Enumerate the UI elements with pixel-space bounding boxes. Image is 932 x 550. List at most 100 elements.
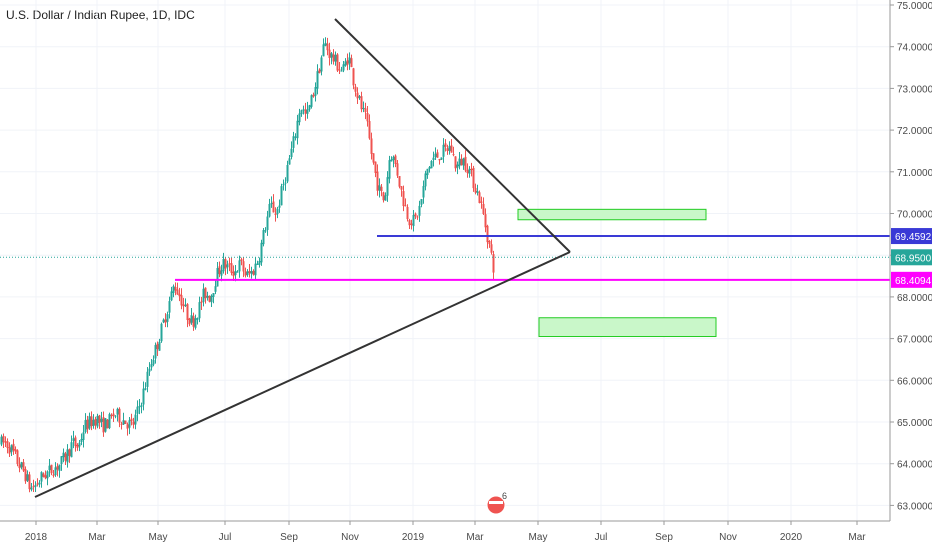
candle-body <box>408 220 411 226</box>
candle-body <box>352 68 355 86</box>
y-tick-label: 73.0000 <box>897 84 932 95</box>
candle-body <box>426 168 429 176</box>
candle-body <box>296 120 299 139</box>
candle-body <box>366 112 369 122</box>
candle-body <box>466 170 469 174</box>
candle-body <box>360 96 363 110</box>
candle-body <box>80 439 83 442</box>
candle-body <box>270 203 273 205</box>
candle-body <box>340 70 343 72</box>
candle-body <box>64 453 67 461</box>
time-axis[interactable]: 2018 Mar May Jul Sep Nov 2019 Mar May Jul Sep Nov 20… <box>0 520 890 543</box>
candle-body <box>82 432 85 441</box>
y-tick-label: 72.0000 <box>897 126 932 137</box>
flag-icon[interactable] <box>486 495 506 515</box>
candle-body <box>200 301 203 303</box>
x-tick-label: Mar <box>466 532 484 543</box>
candle-body <box>492 254 495 273</box>
candle-body <box>348 57 351 64</box>
candle-body <box>112 413 115 417</box>
candle-body <box>42 473 45 477</box>
candle-body <box>50 464 53 474</box>
candle-body <box>318 69 321 74</box>
candle-body <box>386 177 389 196</box>
candle-body <box>104 418 107 432</box>
candle-body <box>66 449 69 463</box>
candle-body <box>276 208 279 215</box>
candle-body <box>220 270 223 276</box>
candle-body <box>418 205 421 216</box>
candle-body <box>0 436 3 445</box>
candle-body <box>320 57 323 72</box>
candle-body <box>464 156 467 171</box>
candle-body <box>356 92 359 99</box>
target-zone <box>538 317 717 338</box>
y-tick-label: 66.0000 <box>897 376 932 387</box>
candle-body <box>324 42 327 46</box>
candle-body <box>248 271 251 274</box>
candle-body <box>26 474 29 481</box>
candle-body <box>292 136 295 148</box>
candle-body <box>442 144 445 157</box>
candle-body <box>54 467 57 476</box>
candle-body <box>264 230 267 232</box>
candle-body <box>234 270 237 276</box>
candle-body <box>460 159 463 165</box>
price-axis[interactable]: 63.0000 64.0000 65.0000 66.0000 67.0000 68.00… <box>889 0 932 550</box>
event-badge[interactable]: 6 <box>486 491 507 515</box>
candle-body <box>432 157 435 161</box>
candle-body <box>488 240 491 245</box>
candle-body <box>124 420 127 425</box>
candle-body <box>394 155 397 164</box>
candle-body <box>238 260 241 272</box>
candle-body <box>188 318 191 325</box>
candle-body <box>32 486 35 488</box>
candle-body <box>452 154 455 156</box>
candle-body <box>272 201 275 213</box>
x-tick-label: Nov <box>719 532 737 543</box>
x-tick-label: 2019 <box>402 532 425 543</box>
candle-body <box>482 203 485 214</box>
candle-body <box>114 415 117 417</box>
candle-body <box>2 435 5 443</box>
candle-body <box>74 437 77 447</box>
candle-body <box>132 421 135 425</box>
candle-body <box>448 146 451 151</box>
candle-body <box>412 215 415 227</box>
candle-body <box>440 157 443 160</box>
candle-body <box>266 216 269 230</box>
candle-body <box>62 452 65 458</box>
candle-body <box>244 271 247 276</box>
candle-body <box>306 109 309 114</box>
candle-body <box>490 244 493 253</box>
candle-body <box>390 159 393 162</box>
price-level-label: 69.4592 <box>895 232 932 243</box>
x-tick-label: Mar <box>88 532 106 543</box>
candle-body <box>222 259 225 272</box>
candle-body <box>164 319 167 323</box>
candle-body <box>210 295 213 303</box>
x-tick-label: Jul <box>219 532 232 543</box>
candle-body <box>180 295 183 306</box>
candle-body <box>84 420 87 432</box>
candle-body <box>178 293 181 297</box>
candle-body <box>134 414 137 425</box>
candle-body <box>224 259 227 269</box>
candle-body <box>184 304 187 306</box>
candle-body <box>438 159 441 161</box>
candle-body <box>416 216 419 218</box>
candle-body <box>216 268 219 287</box>
candle-body <box>246 271 249 275</box>
candle-body <box>284 182 287 184</box>
candle-body <box>424 173 427 187</box>
candle-body <box>336 54 339 71</box>
candle-body <box>92 419 95 426</box>
candle-body <box>44 475 47 479</box>
candle-body <box>470 169 473 171</box>
y-tick-label: 70.0000 <box>897 210 932 221</box>
candles <box>0 37 495 493</box>
x-tick-label: Nov <box>341 532 359 543</box>
candle-body <box>168 301 171 313</box>
x-tick-label: 2018 <box>25 532 48 543</box>
